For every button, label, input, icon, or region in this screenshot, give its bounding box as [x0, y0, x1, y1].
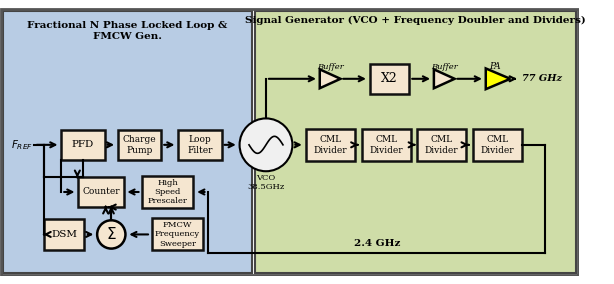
Text: Loop
Filter: Loop Filter	[187, 135, 212, 154]
Text: PA: PA	[489, 62, 501, 71]
Text: Buffer: Buffer	[317, 62, 343, 70]
Bar	[370, 64, 410, 94]
Text: Fractional N Phase Locked Loop &
FMCW Gen.: Fractional N Phase Locked Loop & FMCW Ge…	[27, 21, 228, 41]
Text: X2: X2	[381, 72, 398, 85]
Text: CML
Divider: CML Divider	[370, 135, 403, 154]
Text: Signal Generator (VCO + Frequency Doubler and Dividers): Signal Generator (VCO + Frequency Double…	[244, 16, 585, 25]
Text: 2.4 GHz: 2.4 GHz	[354, 239, 400, 248]
Text: PFD: PFD	[72, 140, 94, 149]
Text: $\Sigma$: $\Sigma$	[106, 226, 117, 243]
Text: Buffer: Buffer	[431, 62, 457, 70]
Bar	[362, 129, 411, 161]
Text: DSM: DSM	[51, 230, 77, 239]
Bar	[3, 11, 252, 273]
Polygon shape	[486, 68, 510, 89]
Text: CML
Divider: CML Divider	[425, 135, 458, 154]
Bar	[417, 129, 466, 161]
Bar	[178, 130, 222, 160]
Bar	[44, 219, 84, 250]
Bar	[306, 129, 355, 161]
Text: VCO
38.5GHz: VCO 38.5GHz	[247, 174, 285, 191]
Text: Counter: Counter	[82, 187, 120, 197]
Text: CML
Divider: CML Divider	[313, 135, 347, 154]
Bar	[61, 130, 105, 160]
Circle shape	[97, 220, 125, 248]
Polygon shape	[320, 69, 341, 88]
Bar	[142, 176, 193, 208]
Bar	[255, 11, 577, 273]
Bar	[473, 129, 522, 161]
Text: CML
Divider: CML Divider	[480, 135, 514, 154]
Bar	[79, 177, 123, 207]
Text: High
Speed
Prescaler: High Speed Prescaler	[148, 179, 188, 205]
Text: 77 GHz: 77 GHz	[522, 74, 562, 83]
Bar	[118, 130, 161, 160]
Text: FMCW
Frequency
Sweeper: FMCW Frequency Sweeper	[155, 221, 200, 248]
Polygon shape	[434, 69, 454, 88]
Circle shape	[239, 118, 292, 171]
Bar	[152, 218, 203, 250]
Text: $F_{REF}$: $F_{REF}$	[11, 138, 33, 152]
Text: Charge
Pump: Charge Pump	[123, 135, 157, 154]
